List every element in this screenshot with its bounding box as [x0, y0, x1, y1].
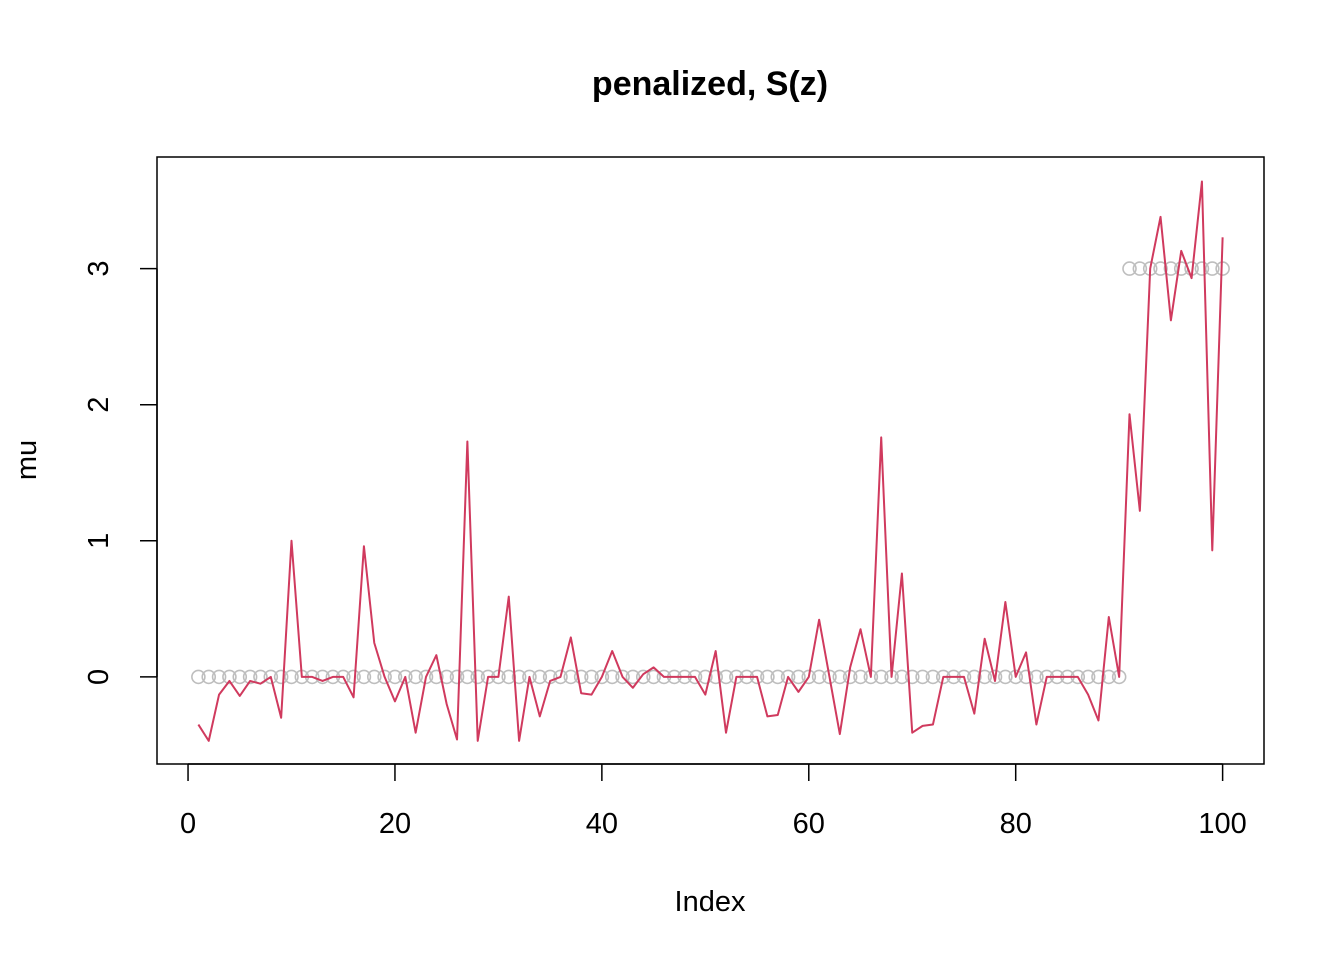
data-point: [1091, 669, 1106, 685]
data-point: [273, 669, 289, 685]
data-point: [791, 669, 806, 685]
x-tick-label: 20: [379, 808, 411, 840]
data-point: [191, 669, 206, 685]
data-point: [1122, 261, 1137, 276]
data-point: [925, 669, 941, 685]
data-point: [387, 669, 403, 685]
data-point: [315, 669, 330, 685]
data-point: [1018, 669, 1034, 685]
data-point: [801, 669, 817, 685]
data-point: [356, 669, 372, 685]
data-point: [594, 669, 610, 685]
data-point: [573, 669, 589, 685]
data-point: [418, 669, 434, 685]
data-point: [242, 669, 258, 685]
y-tick-label: 1: [83, 533, 115, 549]
y-tick-label: 2: [83, 397, 115, 413]
data-point: [853, 669, 868, 685]
series-points: [191, 261, 1230, 685]
y-axis: 0 1 2 3: [83, 261, 158, 685]
data-point: [1194, 261, 1210, 276]
data-point: [511, 669, 527, 685]
x-tick-label: 40: [586, 808, 618, 840]
data-point: [635, 669, 651, 685]
data-point: [263, 669, 279, 685]
data-point: [780, 669, 796, 685]
data-point: [232, 669, 248, 685]
x-tick-label: 100: [1198, 808, 1246, 840]
x-axis-label: Index: [675, 886, 746, 918]
data-point: [625, 669, 641, 685]
data-point: [698, 669, 713, 685]
data-point: [449, 669, 465, 685]
data-point: [1080, 669, 1096, 685]
data-point: [967, 669, 982, 685]
data-point: [604, 669, 620, 685]
data-point: [222, 669, 237, 685]
x-tick-label: 80: [1000, 808, 1032, 840]
data-point: [522, 669, 537, 685]
data-point: [284, 669, 299, 685]
series-line: [197, 180, 1224, 742]
data-point: [377, 669, 392, 685]
y-tick-label: 3: [83, 261, 115, 277]
data-point: [987, 669, 1003, 685]
data-point: [201, 669, 217, 685]
y-axis-label: mu: [11, 440, 43, 480]
data-point: [584, 669, 599, 685]
data-point: [615, 669, 630, 685]
y-tick-label: 0: [83, 669, 115, 685]
data-point: [760, 669, 775, 685]
data-point: [998, 669, 1013, 685]
series-line-group: [197, 180, 1224, 742]
data-point: [646, 669, 661, 685]
data-point: [1163, 261, 1179, 276]
data-point: [460, 669, 475, 685]
data-point: [397, 669, 413, 685]
data-point: [1153, 261, 1168, 276]
data-point: [429, 669, 444, 685]
x-tick-label: 60: [793, 808, 825, 840]
data-point: [408, 669, 423, 685]
data-point: [470, 669, 486, 685]
data-point: [977, 669, 992, 685]
data-point: [915, 669, 930, 685]
x-axis: 0 20 40 60 80 100: [180, 763, 1247, 840]
data-point: [366, 669, 382, 685]
chart-title: penalized, S(z): [592, 65, 828, 103]
data-point: [811, 669, 827, 685]
x-tick-label: 0: [180, 808, 196, 840]
data-point: [873, 669, 889, 685]
data-point: [904, 669, 920, 685]
data-point: [832, 669, 848, 685]
data-point: [553, 669, 568, 685]
data-point: [770, 669, 786, 685]
data-point: [1204, 261, 1220, 276]
data-point: [1132, 261, 1148, 276]
data-point: [822, 669, 837, 685]
data-point: [532, 669, 548, 685]
data-point: [211, 669, 227, 685]
